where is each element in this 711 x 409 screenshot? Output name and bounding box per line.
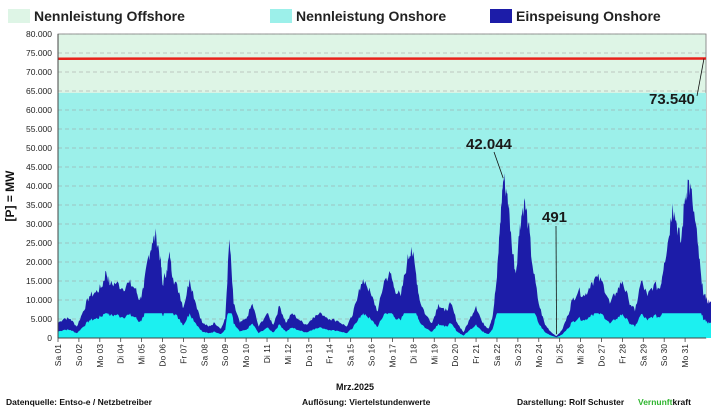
x-tick-label: Do 06 bbox=[158, 344, 168, 367]
x-tick-label: Mo 24 bbox=[534, 344, 544, 368]
legend-label-feed-in: Einspeisung Onshore bbox=[516, 8, 661, 24]
annotation-max-pointer bbox=[493, 151, 504, 179]
y-tick-label: 60.000 bbox=[26, 105, 52, 115]
footer-source: Datenquelle: Entso-e / Netzbetreiber bbox=[6, 397, 153, 407]
x-tick-label: Mi 19 bbox=[429, 344, 439, 365]
annotation-capacity-pointer bbox=[696, 58, 705, 97]
x-tick-label: Mi 12 bbox=[283, 344, 293, 365]
x-tick-labels: Sa 01 So 02 Mo 03 Di 04 Mi 05 Do 06 Fr 07 Sa 08… bbox=[53, 338, 690, 368]
annotations: 42.044 491 73.540 bbox=[466, 58, 705, 335]
x-tick-label: So 30 bbox=[659, 344, 669, 366]
y-tick-label: 55.000 bbox=[26, 124, 52, 134]
footer-brand-green: Vernunft bbox=[638, 397, 673, 407]
legend-swatch-onshore-capacity bbox=[270, 9, 292, 23]
x-tick-label: Sa 01 bbox=[53, 344, 63, 366]
x-tick-label: So 02 bbox=[74, 344, 84, 366]
x-tick-label: Mi 26 bbox=[576, 344, 586, 365]
feed-in-lower-band bbox=[58, 313, 711, 338]
annotation-min-label: 491 bbox=[542, 209, 567, 226]
x-tick-label: Sa 15 bbox=[346, 344, 356, 366]
y-tick-label: 30.000 bbox=[26, 219, 52, 229]
x-tick-label: Sa 29 bbox=[638, 344, 648, 366]
y-tick-label: 10.000 bbox=[26, 295, 52, 305]
legend-label-onshore-capacity: Nennleistung Onshore bbox=[296, 8, 446, 24]
x-tick-label: Fr 21 bbox=[471, 344, 481, 364]
footer-brand: Vernunftkraft bbox=[638, 397, 691, 407]
annotation-max-label: 42.044 bbox=[466, 136, 513, 153]
x-tick-label: Sa 08 bbox=[199, 344, 209, 366]
x-tick-label: So 23 bbox=[513, 344, 523, 366]
x-tick-label: Mo 31 bbox=[680, 344, 690, 368]
x-tick-label: Mo 17 bbox=[387, 344, 397, 368]
y-tick-labels: 0 5.000 10.000 15.000 20.000 25.000 30.000 35.0… bbox=[26, 29, 52, 343]
y-tick-label: 45.000 bbox=[26, 162, 52, 172]
x-tick-label: Di 04 bbox=[116, 344, 126, 364]
x-tick-label: Mo 10 bbox=[241, 344, 251, 368]
y-tick-label: 0 bbox=[47, 333, 52, 343]
y-tick-label: 40.000 bbox=[26, 181, 52, 191]
annotation-capacity-label: 73.540 bbox=[649, 91, 695, 108]
y-tick-label: 5.000 bbox=[31, 314, 53, 324]
x-tick-label: Di 11 bbox=[262, 344, 272, 363]
annotation-min-pointer bbox=[555, 225, 557, 335]
x-tick-label: Di 18 bbox=[408, 344, 418, 364]
x-tick-label: Sa 22 bbox=[492, 344, 502, 366]
y-tick-label: 70.000 bbox=[26, 67, 52, 77]
x-tick-label: Fr 14 bbox=[325, 344, 335, 364]
x-tick-label: Mo 03 bbox=[95, 344, 105, 368]
x-tick-label: Fr 07 bbox=[178, 344, 188, 364]
y-tick-label: 50.000 bbox=[26, 143, 52, 153]
x-tick-label: So 16 bbox=[367, 344, 377, 366]
x-tick-label: Mi 05 bbox=[137, 344, 147, 365]
y-tick-label: 15.000 bbox=[26, 276, 52, 286]
footer-brand-rest: kraft bbox=[672, 397, 691, 407]
x-tick-label: Fr 28 bbox=[617, 344, 627, 364]
x-tick-label: Do 13 bbox=[304, 344, 314, 367]
x-tick-label: Do 27 bbox=[596, 344, 606, 367]
y-axis-label: [P] = MW bbox=[3, 170, 17, 222]
y-tick-label: 35.000 bbox=[26, 200, 52, 210]
y-tick-label: 65.000 bbox=[26, 86, 52, 96]
y-tick-label: 25.000 bbox=[26, 238, 52, 248]
footer-author: Darstellung: Rolf Schuster bbox=[517, 397, 625, 407]
x-tick-label: Di 25 bbox=[555, 344, 565, 364]
x-tick-label: So 09 bbox=[220, 344, 230, 366]
y-tick-label: 75.000 bbox=[26, 48, 52, 58]
y-tick-label: 20.000 bbox=[26, 257, 52, 267]
legend-label-offshore: Nennleistung Offshore bbox=[34, 8, 185, 24]
legend-swatch-feed-in bbox=[490, 9, 512, 23]
legend-swatch-offshore bbox=[8, 9, 30, 23]
legend: Nennleistung Offshore Nennleistung Onsho… bbox=[8, 8, 661, 24]
y-tick-label: 80.000 bbox=[26, 29, 52, 39]
x-axis-label: Mrz.2025 bbox=[336, 382, 374, 392]
footer-resolution: Auflösung: Viertelstundenwerte bbox=[302, 397, 431, 407]
x-tick-label: Do 20 bbox=[450, 344, 460, 367]
